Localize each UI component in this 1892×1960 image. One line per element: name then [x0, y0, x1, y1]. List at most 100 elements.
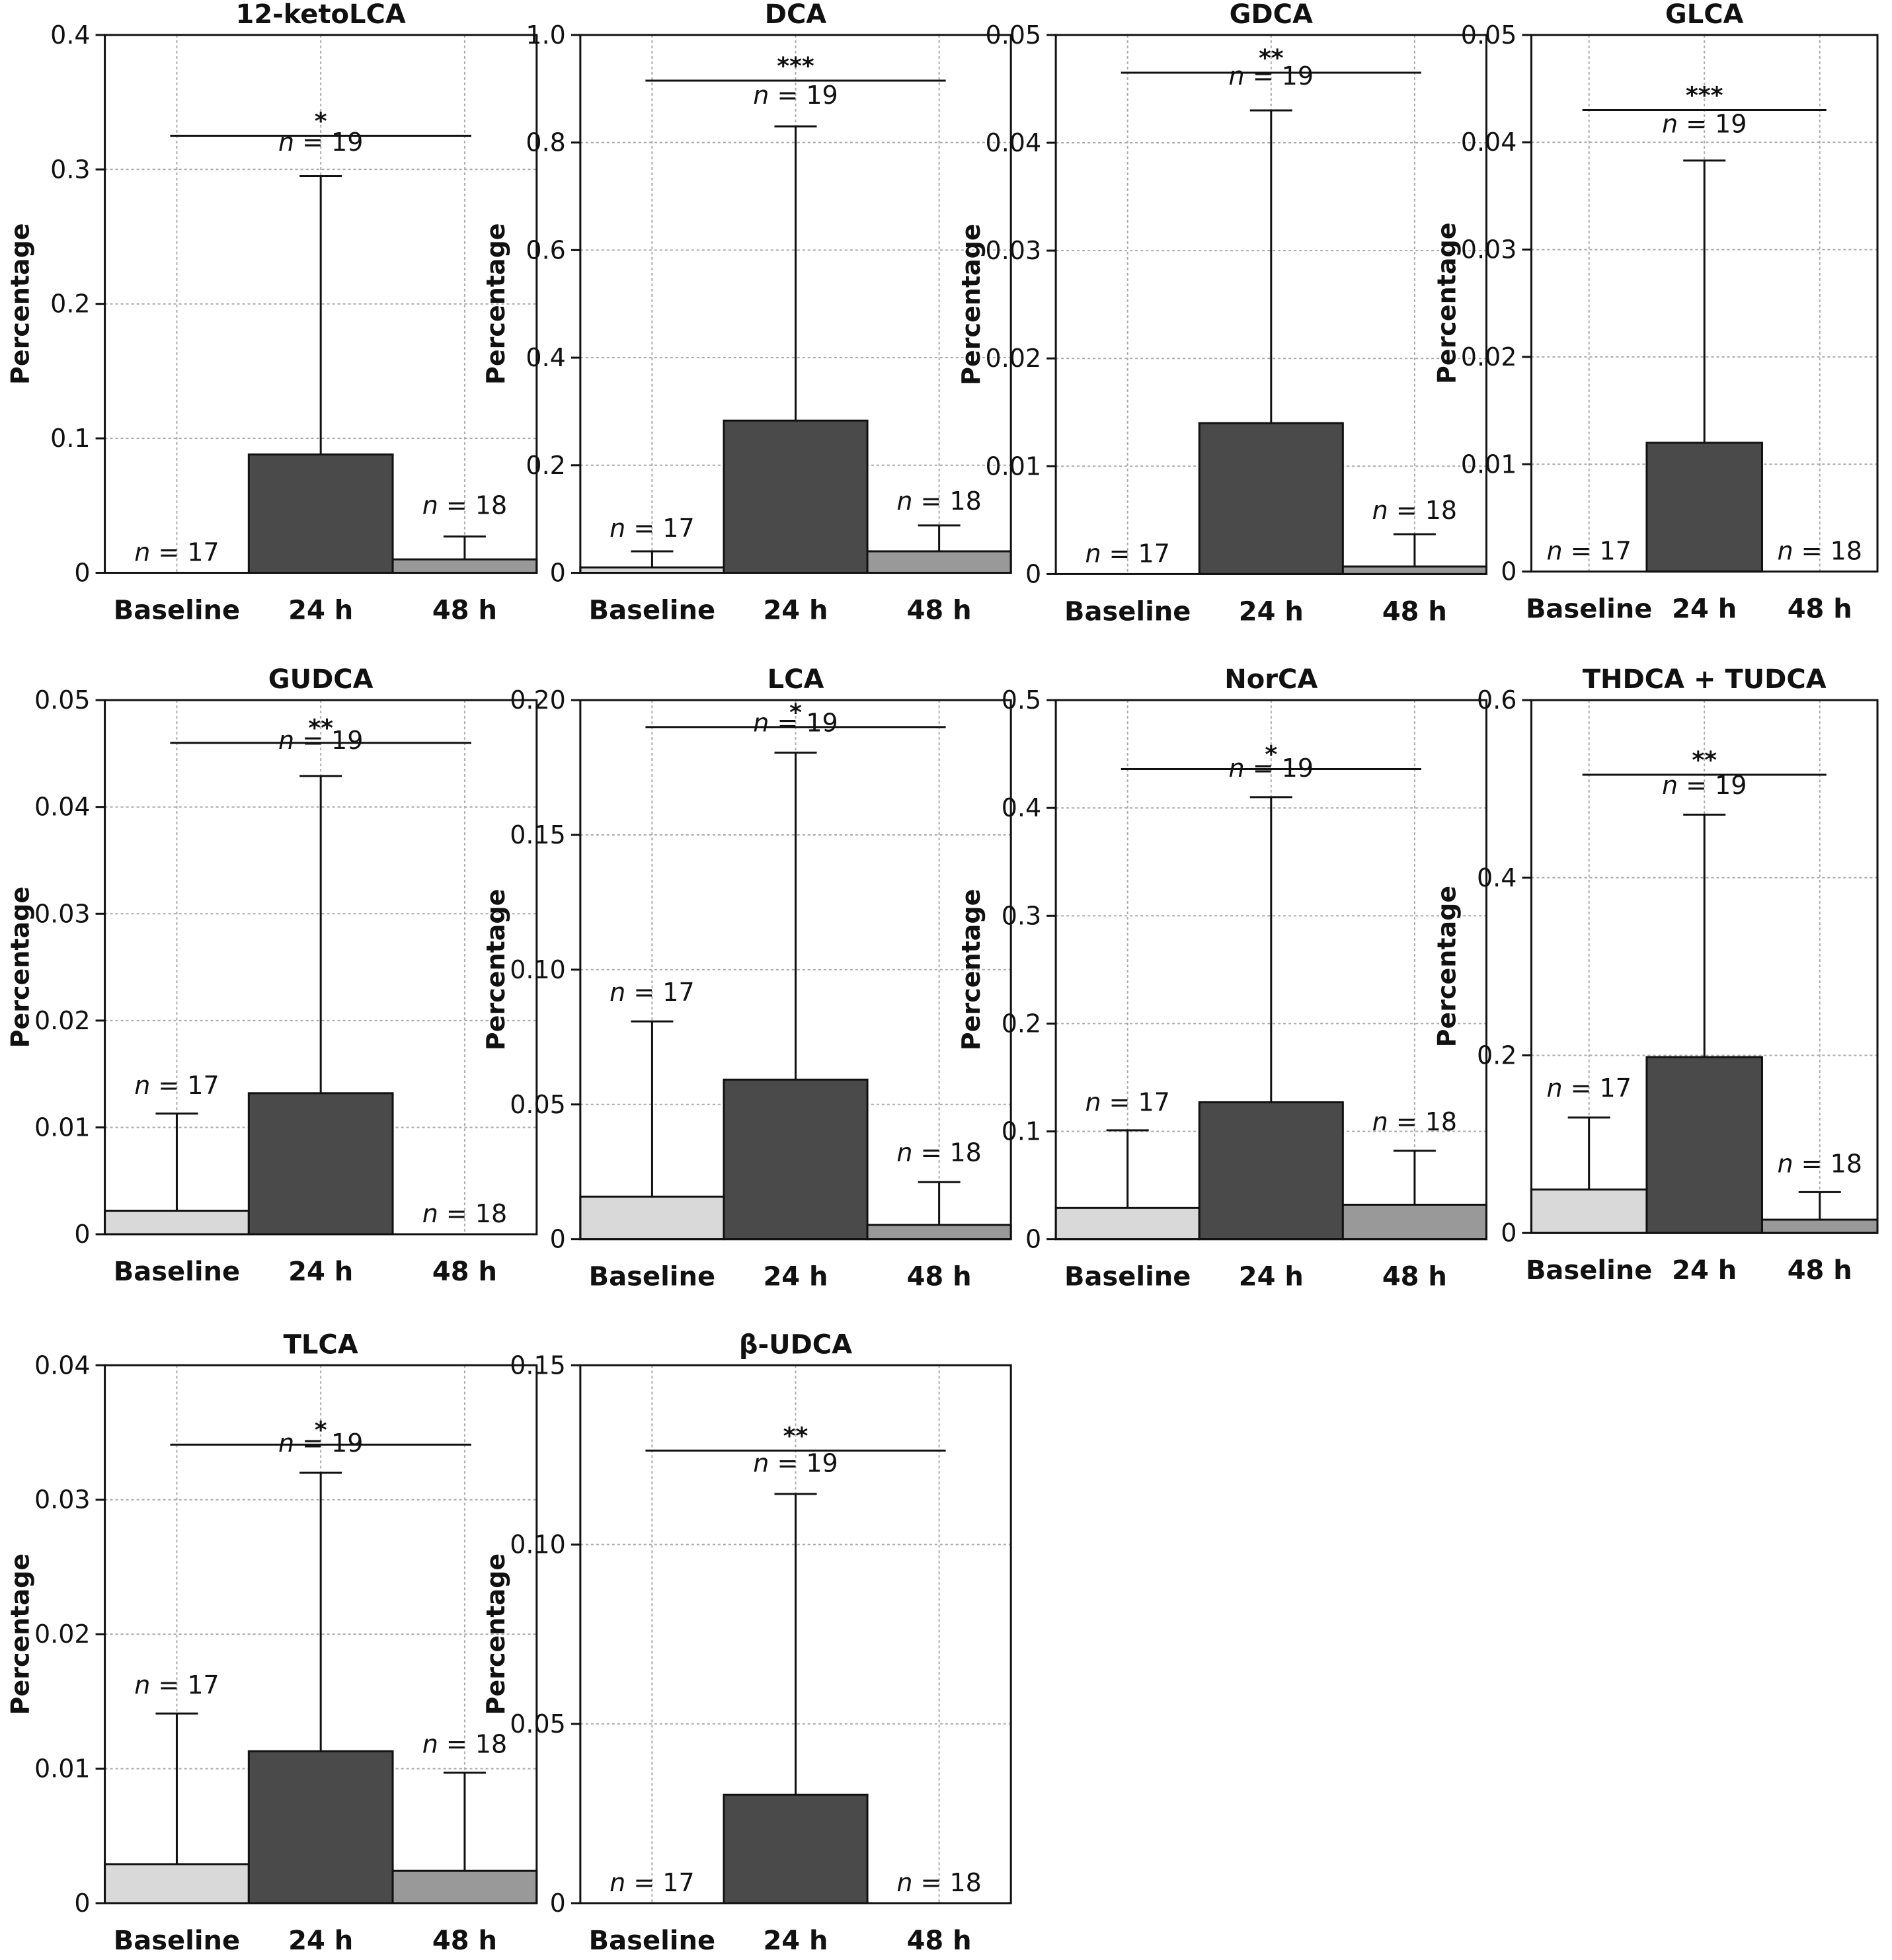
- significance-label: **: [1259, 45, 1284, 72]
- bar-24-h: [723, 1793, 869, 1904]
- plot-frame: [579, 34, 1012, 574]
- y-axis-label: Percentage: [481, 889, 510, 1051]
- bar-24-h: [247, 1092, 394, 1235]
- y-axis-label: Percentage: [1432, 886, 1461, 1048]
- bar-48-h: [1341, 565, 1487, 575]
- significance-label: *: [789, 699, 802, 726]
- y-tick-label: 0.2: [526, 451, 565, 480]
- y-tick-label: 0.05: [986, 20, 1042, 50]
- n-label: n = 17: [610, 1868, 694, 1897]
- n-label: n = 17: [1085, 539, 1169, 568]
- n-label: n = 18: [1778, 537, 1862, 566]
- x-tick-label: Baseline: [1064, 596, 1191, 627]
- x-tick-label: Baseline: [114, 1926, 240, 1956]
- x-tick-label: 48 h: [1382, 596, 1447, 627]
- bar-baseline: [1530, 1188, 1648, 1234]
- y-tick-label: 0: [1501, 557, 1517, 586]
- x-tick-label: 24 h: [763, 1926, 828, 1956]
- chart-panel-4: n = 17 n = 19 n = 18 ** 0 0.01 0.02 0.03 0.04 0.0…: [6, 664, 538, 1287]
- y-tick-label: 0.04: [34, 1351, 91, 1380]
- chart-title: TLCA: [284, 1329, 358, 1360]
- x-tick-label: Baseline: [589, 1926, 715, 1956]
- x-tick-label: 48 h: [432, 1257, 497, 1287]
- y-tick-label: 0.01: [986, 451, 1042, 481]
- y-tick-label: 0.4: [1002, 793, 1041, 822]
- y-tick-label: 0.3: [1002, 901, 1041, 930]
- y-tick-label: 0: [1501, 1218, 1517, 1247]
- significance-label: ***: [777, 53, 814, 80]
- y-tick-label: 0.03: [986, 236, 1042, 265]
- y-tick-label: 0.3: [50, 155, 90, 184]
- y-tick-label: 0.15: [510, 1351, 566, 1380]
- bar-24-h: [247, 1750, 394, 1904]
- x-tick-label: 48 h: [1788, 594, 1852, 625]
- x-tick-label: 48 h: [432, 596, 497, 626]
- bar-24-h: [247, 453, 394, 574]
- plot-frame: [1530, 699, 1879, 1234]
- chart-panel-5: n = 17 n = 19 n = 18 * 0 0.05 0.10 0.15 0.20 Base…: [481, 664, 1012, 1292]
- plot-frame: [1054, 699, 1487, 1241]
- bar-48-h: [391, 558, 538, 574]
- x-tick-label: Baseline: [589, 1262, 715, 1292]
- n-label: n = 19: [753, 1448, 838, 1477]
- n-label: n = 19: [278, 726, 363, 755]
- y-tick-label: 0.20: [510, 686, 566, 715]
- y-axis-label: Percentage: [6, 223, 35, 385]
- significance-label: **: [783, 1423, 808, 1450]
- n-label: n = 19: [753, 708, 838, 737]
- y-tick-label: 0.2: [50, 290, 90, 319]
- y-tick-label: 0.4: [50, 20, 90, 50]
- bar-24-h: [723, 419, 869, 574]
- y-tick-label: 0.5: [1002, 686, 1041, 715]
- y-axis-label: Percentage: [6, 1553, 35, 1715]
- chart-panel-9: n = 17 n = 19 n = 18 ** 0 0.05 0.10 0.15 Baselin…: [481, 1329, 1012, 1956]
- x-tick-label: 24 h: [1672, 594, 1737, 625]
- y-tick-label: 0.03: [1461, 235, 1517, 264]
- y-tick-label: 0.02: [34, 1006, 91, 1035]
- chart-panel-8: n = 17 n = 19 n = 18 * 0 0.01 0.02 0.03 0.04 Base…: [6, 1329, 538, 1956]
- n-label: n = 18: [422, 1729, 507, 1758]
- n-label: n = 19: [278, 128, 363, 157]
- bar-baseline: [579, 1195, 725, 1241]
- y-tick-label: 0: [74, 1220, 90, 1249]
- y-tick-label: 0.03: [34, 899, 91, 928]
- x-tick-label: 48 h: [907, 1262, 972, 1292]
- x-tick-label: 24 h: [1672, 1255, 1737, 1286]
- bar-48-h: [391, 1869, 538, 1904]
- y-tick-label: 0.8: [526, 128, 565, 157]
- y-tick-label: 0.01: [1461, 450, 1517, 479]
- n-label: n = 19: [1229, 754, 1314, 783]
- x-tick-label: Baseline: [589, 596, 715, 626]
- y-tick-label: 1.0: [526, 20, 565, 50]
- x-tick-label: 24 h: [1239, 1262, 1304, 1292]
- significance-label: ***: [1686, 83, 1723, 110]
- bar-baseline: [1054, 1206, 1201, 1241]
- n-label: n = 18: [1372, 496, 1457, 525]
- y-tick-label: 0.6: [526, 235, 565, 264]
- chart-title: LCA: [768, 664, 824, 695]
- n-label: n = 18: [422, 490, 507, 520]
- chart-panel-0: n = 17 n = 19 n = 18 * 0 0.1 0.2 0.3 0.4 Baseline…: [6, 0, 538, 626]
- y-tick-label: 0.1: [1002, 1117, 1041, 1146]
- x-tick-label: 24 h: [288, 596, 353, 626]
- y-tick-label: 0.2: [1477, 1041, 1517, 1070]
- significance-label: *: [315, 108, 327, 135]
- n-label: n = 18: [422, 1199, 507, 1228]
- n-label: n = 17: [134, 1071, 219, 1100]
- bar-24-h: [1198, 422, 1344, 575]
- bar-24-h: [1198, 1101, 1344, 1241]
- y-tick-label: 0: [550, 559, 566, 588]
- n-label: n = 18: [896, 1868, 981, 1897]
- bar-48-h: [866, 550, 1012, 574]
- x-tick-label: 48 h: [907, 1926, 972, 1956]
- y-tick-label: 0.05: [1461, 20, 1517, 50]
- chart-title: NorCA: [1224, 664, 1318, 695]
- x-tick-label: 48 h: [1382, 1262, 1447, 1292]
- x-tick-label: 24 h: [1239, 596, 1304, 627]
- y-axis-label: Percentage: [6, 886, 35, 1048]
- bar-24-h: [1645, 442, 1763, 573]
- y-axis-label: Percentage: [481, 223, 510, 385]
- n-label: n = 17: [1546, 1074, 1631, 1103]
